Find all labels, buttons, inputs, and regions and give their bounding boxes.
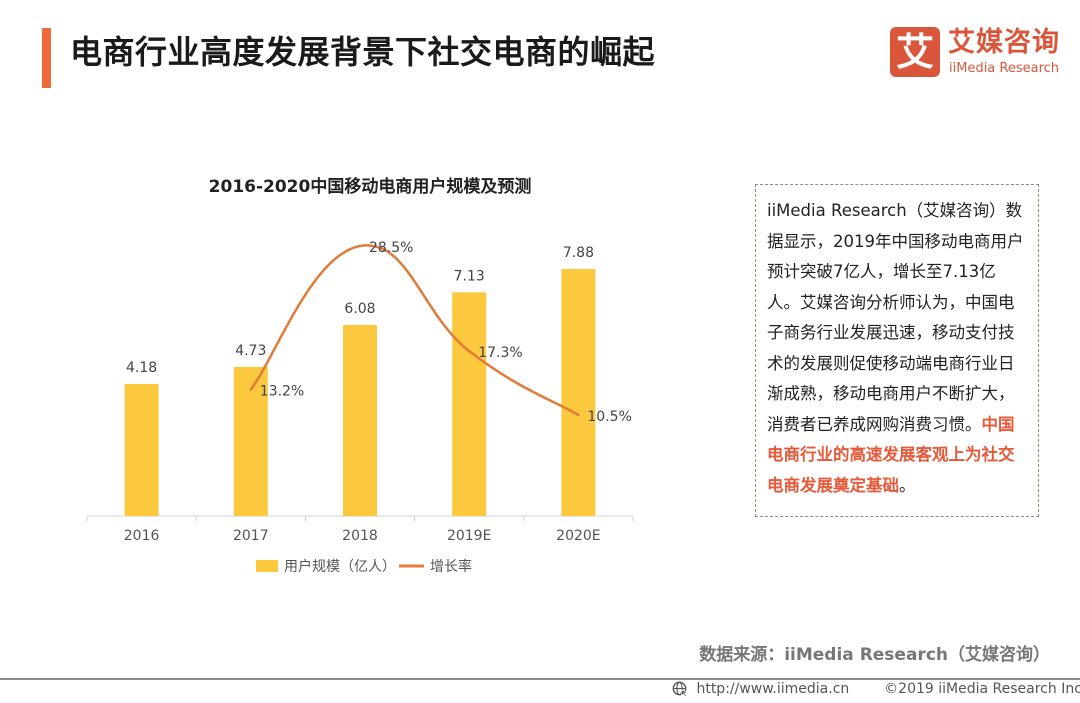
info-text-end: 。 [899, 475, 916, 495]
info-highlight: 中国电商行业的高速发展客观上为社交电商发展奠定基础 [767, 414, 1015, 495]
bar-value-label: 4.73 [235, 343, 266, 359]
bar-value-label: 7.13 [454, 268, 485, 284]
logo-name-en: iiMedia Research [949, 61, 1060, 76]
growth-rate-line [249, 244, 580, 417]
legend-line-label: 增长率 [430, 558, 472, 575]
footer: http://www.iimedia.cn ©2019 iiMedia Rese… [672, 681, 1080, 697]
footer-divider [0, 678, 1080, 680]
bar-2018 [343, 324, 377, 516]
bar-value-label: 7.88 [563, 245, 594, 261]
legend-bar-label: 用户规模（亿人） [284, 558, 396, 575]
logo-name-cn: 艾媒咨询 [948, 27, 1060, 58]
footer-url[interactable]: http://www.iimedia.cn [696, 681, 850, 697]
bar-2016 [124, 384, 159, 516]
bar-2017 [233, 366, 268, 516]
logo-mark-icon: 艾 [890, 27, 940, 77]
x-tick-label: 2020E [556, 528, 600, 544]
chart-title: 2016-2020中国移动电商用户规模及预测 [208, 177, 532, 197]
x-tick-label: 2018 [342, 528, 378, 544]
combo-chart: 4.18 4.73 6.08 7.13 7.88 2016 2017 2018 2019E 202… [86, 240, 634, 575]
footer-copyright: ©2019 iiMedia Research Inc [884, 681, 1080, 697]
line-value-label: 17.3% [478, 345, 522, 361]
title-accent-bar [42, 28, 51, 88]
info-text: iiMedia Research（艾媒咨询）数据显示，2019年中国移动电商用户… [767, 201, 1024, 434]
legend-bar-swatch [256, 560, 278, 572]
x-tick-label: 2017 [233, 528, 269, 544]
info-box: iiMedia Research（艾媒咨询）数据显示，2019年中国移动电商用户… [755, 184, 1039, 517]
x-tick-label: 2016 [124, 528, 160, 544]
x-tick-label: 2019E [447, 528, 491, 544]
line-value-label: 28.5% [369, 240, 413, 256]
line-value-label: 13.2% [260, 384, 304, 400]
globe-icon [672, 681, 688, 697]
bar-2020E [561, 269, 596, 516]
line-value-label: 10.5% [587, 409, 631, 425]
bar-value-label: 4.18 [126, 360, 157, 376]
page-title: 电商行业高度发展背景下社交电商的崛起 [70, 33, 656, 71]
data-source: 数据来源：iiMedia Research（艾媒咨询） [699, 645, 1050, 665]
bar-value-label: 6.08 [344, 301, 375, 317]
bar-2019E [452, 292, 487, 516]
